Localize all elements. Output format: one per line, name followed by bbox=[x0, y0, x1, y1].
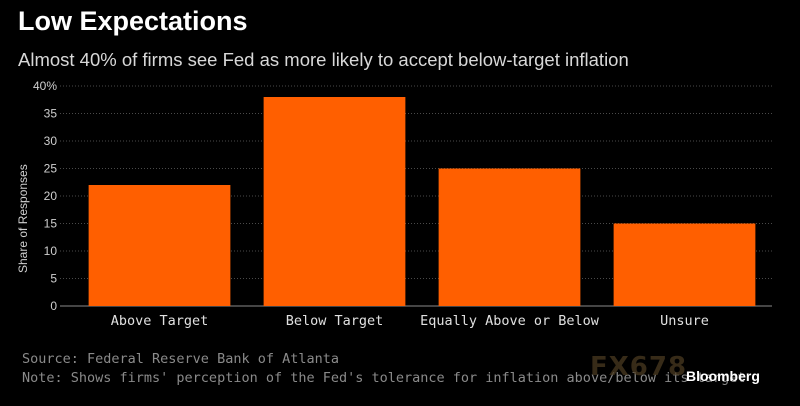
y-tick-label: 35 bbox=[44, 107, 58, 121]
brand-logo: Bloomberg bbox=[686, 368, 760, 384]
y-tick-label: 5 bbox=[50, 272, 57, 286]
y-tick-labels: 0 5 10 15 20 25 30 35 40% bbox=[33, 79, 57, 313]
y-tick-label: 40% bbox=[33, 79, 57, 93]
x-tick-labels: Above Target Below Target Equally Above or… bbox=[111, 313, 709, 329]
y-axis-label: Share of Responses bbox=[16, 164, 30, 273]
bar-above-target bbox=[88, 185, 231, 306]
y-tick-label: 20 bbox=[44, 189, 58, 203]
x-tick-label: Above Target bbox=[111, 313, 209, 329]
bar-equally-above-or-below bbox=[438, 168, 581, 306]
bars bbox=[88, 97, 756, 306]
bar-unsure bbox=[613, 223, 756, 306]
x-tick-label: Below Target bbox=[286, 313, 384, 329]
footnote: Note: Shows firms' perception of the Fed… bbox=[22, 370, 746, 386]
watermark-logo: FX678 bbox=[590, 352, 688, 382]
chart-title: Low Expectations bbox=[18, 6, 248, 36]
y-tick-label: 0 bbox=[50, 299, 57, 313]
y-tick-label: 30 bbox=[44, 134, 58, 148]
y-tick-label: 25 bbox=[44, 162, 58, 176]
bar-below-target bbox=[263, 97, 406, 306]
y-tick-label: 15 bbox=[44, 217, 58, 231]
y-tick-label: 10 bbox=[44, 244, 58, 258]
chart-subtitle: Almost 40% of firms see Fed as more like… bbox=[18, 49, 629, 70]
source-note: Source: Federal Reserve Bank of Atlanta bbox=[22, 351, 339, 367]
x-tick-label: Equally Above or Below bbox=[420, 313, 600, 329]
x-tick-label: Unsure bbox=[660, 313, 709, 329]
